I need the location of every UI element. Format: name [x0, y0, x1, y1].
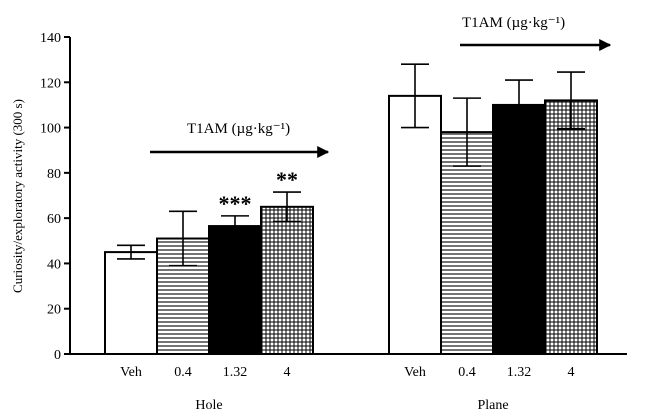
dose-annotation: T1AM (µg·kg⁻¹) — [187, 121, 290, 137]
x-tick-label: 1.32 — [223, 365, 248, 380]
y-tick-label: 20 — [47, 303, 61, 318]
x-tick-label: Veh — [404, 365, 426, 380]
y-tick-label: 0 — [54, 348, 61, 363]
bars — [104, 63, 598, 356]
bar-hole-2 — [208, 225, 262, 355]
y-tick-label: 60 — [47, 212, 61, 227]
x-tick-label: 0.4 — [174, 365, 192, 380]
y-axis-label: Curiosity/exploratory activity (300 s) — [10, 99, 25, 293]
x-tick-label: 4 — [284, 365, 291, 380]
dose-annotation: T1AM (µg·kg⁻¹) — [462, 15, 565, 31]
significance-marker: ** — [276, 167, 298, 192]
bar-plane-0 — [388, 94, 442, 355]
bar-plane-1 — [440, 131, 494, 355]
x-tick-label: 4 — [568, 365, 575, 380]
bar-plane-2 — [492, 103, 546, 355]
group-label: Plane — [477, 398, 508, 413]
y-tick-label: 140 — [40, 31, 61, 46]
y-tick-label: 120 — [40, 76, 61, 91]
group-label: Hole — [195, 398, 222, 413]
annotations: Veh 0.4 1.32 *** 4 ** Hole T1AM (µg·kg⁻¹) Veh 0.4… — [120, 15, 612, 413]
x-tick-label: 0.4 — [458, 365, 476, 380]
significance-marker: *** — [219, 191, 252, 216]
bar-hole-3 — [260, 205, 314, 355]
bar-plane-3 — [544, 99, 598, 356]
bar-hole-0 — [104, 251, 158, 356]
y-axis: 0 20 40 60 80 100 120 140 — [40, 31, 70, 363]
x-tick-label: Veh — [120, 365, 142, 380]
y-tick-label: 40 — [47, 257, 61, 272]
x-tick-label: 1.32 — [507, 365, 532, 380]
y-tick-label: 80 — [47, 167, 61, 182]
y-tick-label: 100 — [40, 122, 61, 137]
